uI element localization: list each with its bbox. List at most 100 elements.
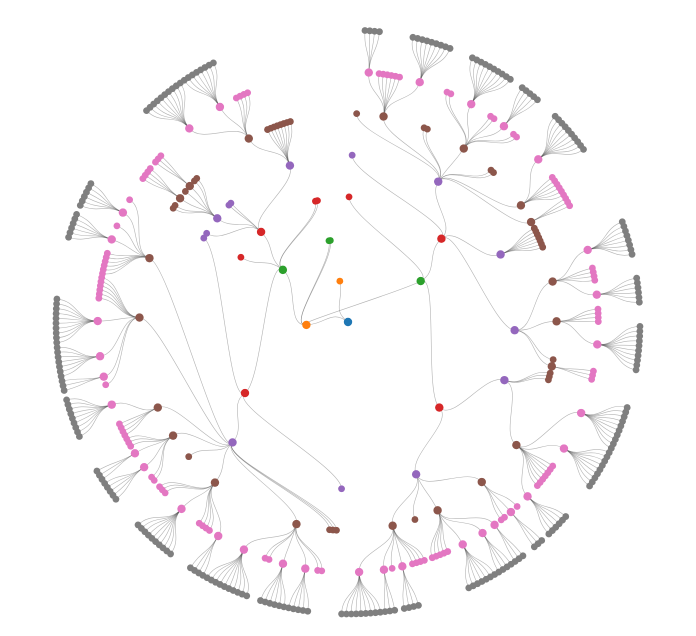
link (587, 226, 625, 251)
link (538, 137, 575, 160)
tree-node (396, 73, 403, 81)
tree-node (354, 567, 364, 577)
link (463, 134, 514, 149)
tree-node (181, 188, 189, 195)
link (122, 407, 158, 432)
link (551, 366, 594, 372)
tree-node (286, 118, 294, 125)
tree-node (592, 290, 601, 299)
link (70, 404, 112, 415)
link (520, 180, 555, 206)
link (358, 572, 381, 613)
tree-node (458, 540, 467, 549)
link (527, 496, 560, 524)
tree-node (362, 610, 370, 617)
link (437, 169, 492, 182)
link (355, 572, 360, 614)
link (383, 569, 396, 611)
link (358, 572, 376, 613)
link (58, 355, 101, 358)
link (288, 568, 306, 608)
link (239, 96, 250, 139)
link (295, 524, 318, 571)
link (482, 532, 500, 573)
tree-node (434, 177, 443, 186)
link (437, 510, 441, 555)
link (587, 230, 626, 251)
tree-node (490, 520, 499, 530)
tree-node (52, 310, 60, 317)
link (243, 524, 297, 550)
link (419, 48, 451, 83)
link (264, 563, 284, 603)
tree-node (416, 276, 425, 286)
link (56, 320, 98, 339)
link (516, 412, 582, 448)
tree-node (545, 530, 553, 538)
link (552, 280, 597, 295)
link (596, 294, 640, 303)
link (382, 74, 385, 117)
link (348, 196, 424, 282)
link (244, 268, 284, 394)
tree-node (338, 485, 345, 493)
link (126, 435, 174, 440)
link (462, 544, 487, 580)
tree-node (336, 277, 344, 285)
tree-node (95, 352, 105, 361)
link (462, 544, 495, 575)
link (441, 235, 501, 257)
tree-node (244, 134, 253, 143)
link (144, 508, 182, 532)
link (60, 355, 101, 372)
tree-node (512, 440, 521, 450)
link (552, 267, 593, 282)
link (449, 93, 467, 149)
link (139, 317, 233, 444)
link (563, 448, 608, 458)
link (100, 317, 140, 357)
tree-node (139, 462, 149, 472)
link (276, 125, 291, 166)
link (556, 308, 598, 322)
link (56, 320, 98, 334)
link (563, 448, 593, 483)
link (581, 412, 620, 431)
link (151, 435, 174, 478)
link (597, 344, 638, 361)
link (232, 392, 246, 443)
tree-node (530, 543, 538, 551)
link (494, 524, 516, 562)
link (581, 412, 625, 418)
link (419, 45, 442, 83)
link (383, 82, 421, 117)
link (64, 376, 104, 391)
tree-node (228, 438, 237, 447)
tree-node (361, 27, 369, 34)
link (61, 355, 101, 377)
link (154, 435, 174, 481)
link (500, 246, 543, 255)
link (503, 90, 527, 127)
tree-node (146, 165, 154, 172)
link (411, 37, 422, 83)
link (341, 572, 360, 614)
link (280, 124, 291, 166)
link (67, 402, 112, 408)
link (196, 72, 221, 108)
link (130, 435, 174, 447)
tree-node (215, 102, 225, 112)
link (105, 317, 140, 386)
link (462, 544, 491, 578)
tree-node (52, 319, 60, 327)
link (581, 412, 623, 422)
link (425, 128, 441, 182)
tree-node (292, 519, 301, 529)
tree-node (244, 89, 252, 97)
link (84, 196, 124, 213)
link (597, 335, 640, 345)
link (419, 46, 446, 83)
tree-node (566, 202, 574, 210)
link (194, 180, 218, 219)
tree-node (534, 155, 543, 164)
